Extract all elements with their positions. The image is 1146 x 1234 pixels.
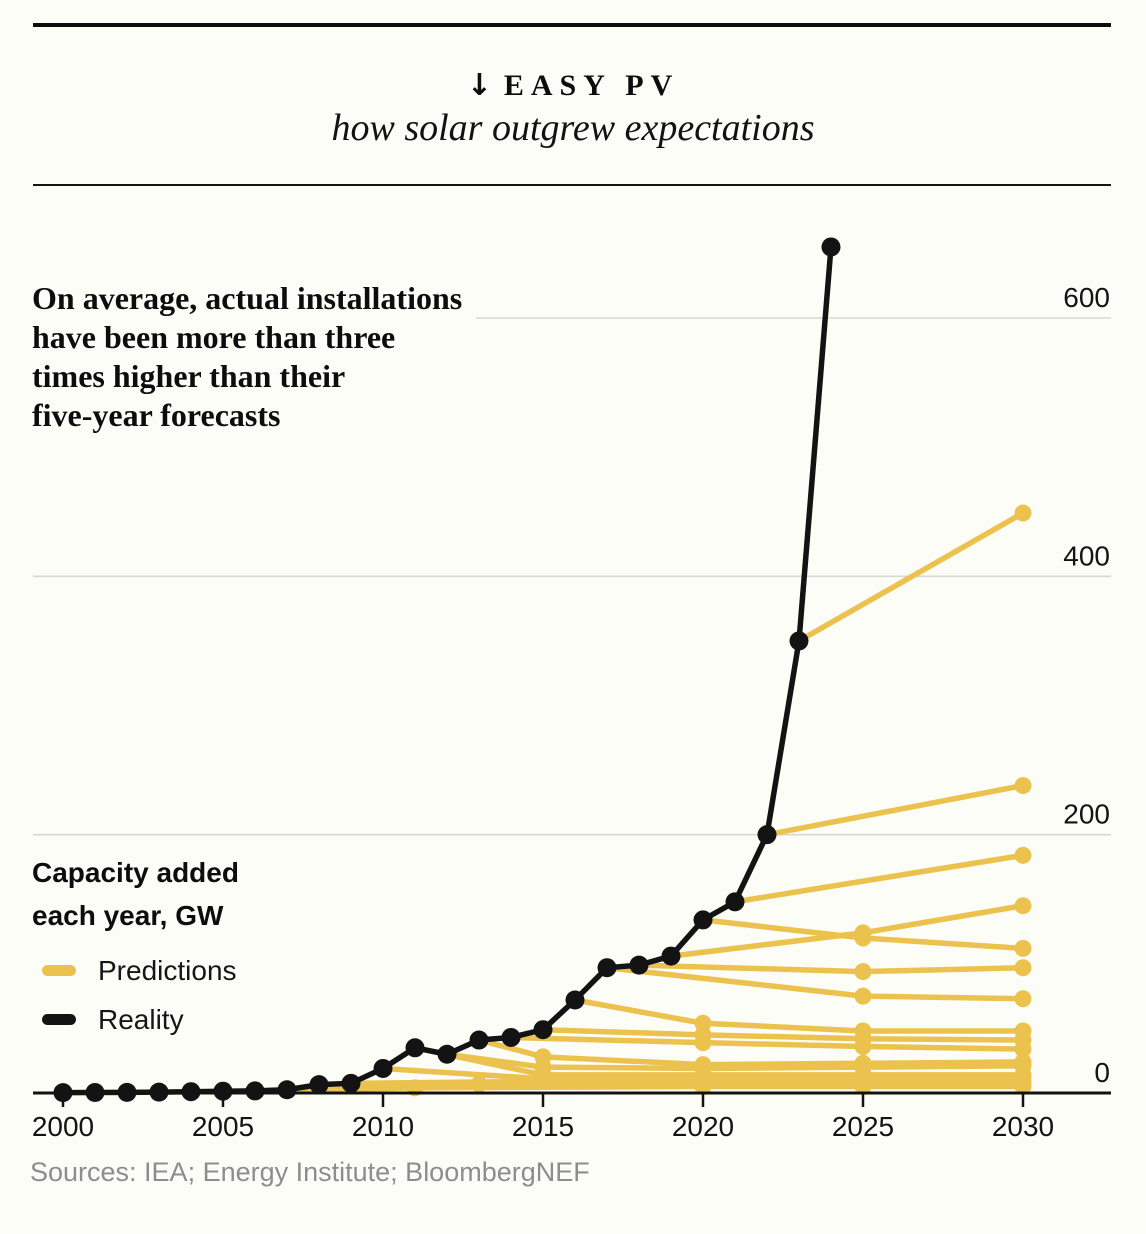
source-note: Sources: IEA; Energy Institute; Bloomber… (30, 1157, 590, 1187)
y-axis-title-line: each year, GW (32, 900, 224, 931)
prediction-marker (1014, 777, 1032, 795)
prediction-line-2018 (636, 962, 1026, 975)
prediction-line-2019 (668, 902, 1026, 959)
prediction-marker (1014, 897, 1032, 915)
prediction-line-2021 (732, 852, 1026, 905)
annotation-line: have been more than three (32, 319, 396, 355)
reality-marker (85, 1082, 105, 1102)
top-rule (33, 23, 1111, 27)
reality-marker (565, 990, 585, 1010)
legend-label: Reality (98, 1003, 184, 1035)
x-axis-label-2030: 2030 (992, 1111, 1054, 1142)
legend-label: Predictions (98, 954, 237, 986)
reality-marker (725, 892, 745, 912)
prediction-marker (534, 1048, 552, 1066)
y-axis-title: Capacity added each year, GW (32, 851, 239, 937)
y-axis-label-600: 600 (1063, 282, 1110, 313)
y-axis-label-200: 200 (1063, 799, 1110, 830)
predictions-swatch-icon (42, 965, 76, 976)
prediction-marker (1014, 846, 1032, 864)
reality-marker (245, 1081, 265, 1101)
reality-marker (149, 1082, 169, 1102)
reality-marker (405, 1038, 425, 1058)
x-axis-label-2025: 2025 (832, 1111, 894, 1142)
x-axis-label-2015: 2015 (512, 1111, 574, 1142)
prediction-marker (1014, 959, 1032, 977)
reality-marker (53, 1083, 73, 1103)
x-axis-label-2010: 2010 (352, 1111, 414, 1142)
prediction-line-2015 (540, 1026, 1026, 1043)
y-axis-label-400: 400 (1063, 540, 1110, 571)
chart-subtitle: how solar outgrew expectations (331, 107, 815, 149)
prediction-marker (694, 1026, 712, 1044)
legend: Predictions Reality (42, 946, 237, 1044)
annotation-line: On average, actual installations (32, 280, 463, 316)
x-axis-label-2005: 2005 (192, 1111, 254, 1142)
chart-kicker: ↓ EASY PV (0, 68, 1146, 103)
reality-marker (373, 1058, 393, 1078)
prediction-marker (1014, 504, 1032, 522)
prediction-marker (854, 1022, 872, 1040)
x-axis-label-2000: 2000 (32, 1111, 94, 1142)
prediction-marker (854, 929, 872, 947)
prediction-line-2023 (796, 510, 1026, 644)
prediction-marker (1014, 1022, 1032, 1040)
prediction-marker (694, 1014, 712, 1032)
legend-item-reality: Reality (42, 995, 237, 1044)
reality-marker (309, 1075, 329, 1095)
prediction-marker (1014, 1053, 1032, 1071)
reality-marker (597, 958, 617, 978)
prediction-marker (854, 1054, 872, 1072)
reality-marker (469, 1030, 489, 1050)
reality-marker (757, 825, 777, 845)
prediction-marker (1014, 990, 1032, 1008)
legend-item-predictions: Predictions (42, 946, 237, 995)
reality-marker (117, 1082, 137, 1102)
down-arrow-icon: ↓ (466, 68, 492, 103)
reality-marker (533, 1020, 553, 1040)
prediction-line-2014 (508, 1034, 1026, 1052)
reality-marker (341, 1073, 361, 1093)
prediction-line-2006 (252, 1083, 1026, 1094)
reality-marker (693, 910, 713, 930)
reality-marker (501, 1027, 521, 1047)
reality-marker (213, 1081, 233, 1101)
divider-rule (33, 184, 1111, 186)
prediction-marker (854, 987, 872, 1005)
kicker-text: EASY PV (503, 69, 680, 102)
reality-marker (277, 1080, 297, 1100)
prediction-line-2016 (572, 997, 1026, 1034)
reality-marker (789, 631, 809, 651)
reality-marker (629, 955, 649, 975)
x-axis-label-2020: 2020 (672, 1111, 734, 1142)
reality-marker (437, 1044, 457, 1064)
prediction-marker (1014, 939, 1032, 957)
prediction-line-2022 (764, 782, 1026, 838)
annotation-line: five-year forecasts (32, 397, 281, 433)
y-axis-label-0: 0 (1094, 1057, 1110, 1088)
annotation-line: times higher than their (32, 358, 346, 394)
y-axis-title-line: Capacity added (32, 857, 239, 888)
prediction-line-2009 (348, 1077, 1026, 1087)
reality-marker (181, 1082, 201, 1102)
annotation-text: On average, actual installations have be… (30, 277, 477, 437)
prediction-marker (694, 1056, 712, 1074)
reality-marker (821, 237, 841, 257)
reality-swatch-icon (42, 1014, 76, 1025)
prediction-marker (854, 963, 872, 981)
reality-marker (661, 946, 681, 966)
